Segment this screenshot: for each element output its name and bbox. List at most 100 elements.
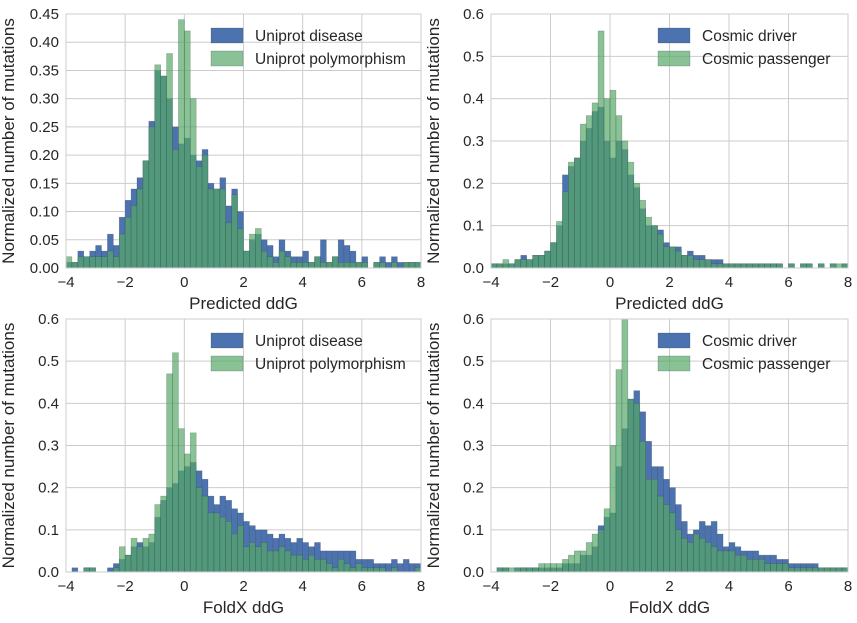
series-cosmic-passenger [496,318,849,573]
histogram-bar [591,102,599,269]
histogram-bar [687,255,694,269]
histogram-bar [101,256,108,269]
histogram-bar [278,546,286,573]
histogram-bar [740,263,748,269]
histogram-bar [663,504,670,573]
histogram-bar [550,242,557,269]
y-tick-label: 0.2 [463,480,484,497]
histogram-bar [657,233,664,269]
histogram-bar [502,259,510,269]
histogram-bar [746,559,754,573]
plot-frame [65,318,422,573]
histogram-bar [290,262,298,269]
histogram-bar [639,199,646,269]
histogram-bar [414,567,422,573]
x-tick-label: 8 [844,578,852,595]
histogram-bar [272,262,280,269]
histogram-bar [651,478,658,573]
histogram-bar [237,228,244,269]
histogram-bar [508,263,516,269]
histogram-bar [89,567,96,573]
histogram-bar [142,537,150,573]
histogram-bar [331,567,339,573]
histogram-bar [296,262,303,269]
histogram-bar [178,428,185,573]
histogram-bar [651,225,658,269]
histogram-bar [800,263,807,269]
histogram-bar [597,529,605,573]
legend-swatch [210,332,244,349]
legend-label: Cosmic passenger [702,356,830,373]
histogram-bar [639,440,646,573]
histogram-bar [579,550,587,573]
histogram-bar [835,567,843,573]
histogram-bar [219,516,227,573]
x-tick-label: 8 [844,274,852,291]
histogram-bar [379,262,386,269]
histogram-bar [408,262,416,269]
y-tick-label: 0.10 [30,204,59,221]
histogram-bar [373,567,380,573]
histogram-bar [764,263,771,269]
y-tick-label: 0.45 [30,6,59,23]
histogram-bar [633,183,641,269]
plot-frame [65,13,422,269]
legend-label: Uniprot polymorphism [255,51,406,68]
histogram-bar [496,263,504,269]
histogram-bar [160,495,167,573]
histogram-bar [189,432,197,573]
x-tick-label: 0 [180,274,188,291]
histogram-bar [302,262,309,269]
x-tick-label: 6 [784,578,792,595]
histogram-bar [65,256,73,269]
histogram-bar [201,495,209,573]
histogram-bar [752,263,760,269]
histogram-bar [379,567,386,573]
y-axis-label: Normalized number of mutations [424,18,443,264]
histogram-bar [585,542,593,573]
y-tick-label: 0.35 [30,62,59,79]
histogram-bar [806,567,813,573]
legend-swatch [210,50,244,67]
histogram-bar [734,554,742,573]
x-tick-label: 6 [358,274,366,291]
histogram-bar [130,205,138,269]
histogram-bar [573,157,581,269]
legend: Uniprot disease Uniprot polymorphism [210,332,406,373]
histogram-bar [520,567,527,573]
histogram-bar [811,567,819,573]
histogram-bar [160,75,167,269]
x-tick-label: 2 [239,274,247,291]
histogram-bar [207,188,215,269]
histogram-bar [107,250,114,269]
histogram-bar [568,161,575,269]
x-tick-label: 2 [239,578,247,595]
histogram-bar [746,263,754,269]
legend-swatch [657,355,691,372]
histogram-bar [502,567,510,573]
histogram-bar [675,529,682,573]
x-tick-label: 6 [358,578,366,595]
histogram-bar [603,508,611,573]
histogram-bar [776,563,783,573]
histogram-bar [829,263,837,269]
histogram-bar [704,542,712,573]
legend-swatch [657,50,691,67]
histogram-bar [794,567,801,573]
chart-panel-2: −4 −2 0 2 4 6 8 0.0 0.1 0.2 0.3 0.4 0.5 0.6 Predicted … [424,6,852,313]
y-tick-label: 0.05 [30,232,59,249]
histogram-bar [71,262,79,269]
chart-panel-3: −4 −2 0 2 4 6 8 0.0 0.1 0.2 0.3 0.4 0.5 0.6 FoldX ddG N… [0,311,425,617]
histogram-bar [284,550,292,573]
x-tick-label: 4 [725,578,733,595]
histogram-bar [408,563,416,573]
histogram-bar [698,259,706,269]
histogram-bar [243,250,250,269]
histogram-bar [770,563,777,573]
legend-swatch [657,332,691,349]
histogram-bar [615,115,623,269]
histogram-bar [272,550,280,573]
histogram-bar [166,53,173,269]
histogram-bar [320,559,327,573]
histogram-bar [255,546,262,573]
